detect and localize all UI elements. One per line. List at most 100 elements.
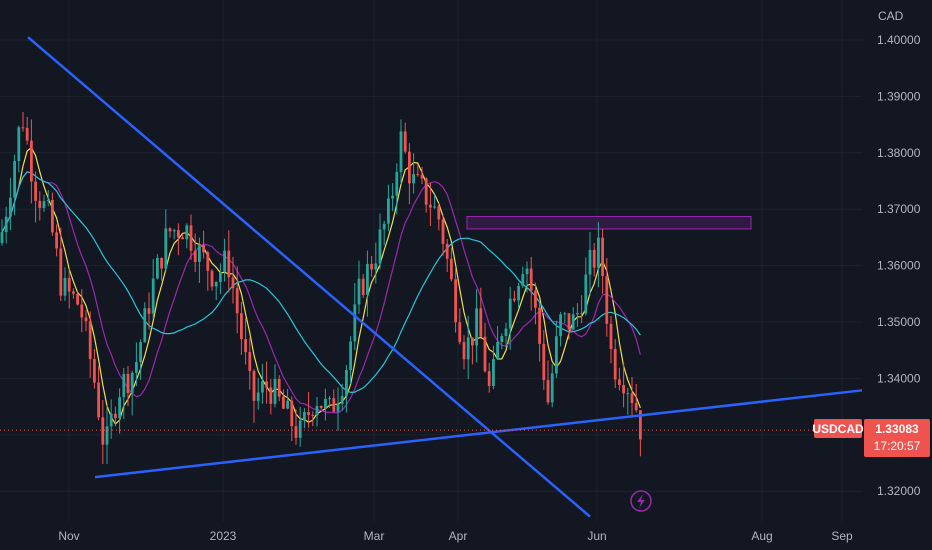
candle-body — [51, 199, 54, 233]
candle-body — [76, 293, 79, 305]
candle-body — [450, 258, 453, 280]
candle-body — [433, 206, 436, 208]
candle-body — [0, 232, 4, 244]
candle-body — [567, 313, 571, 330]
candle-body — [618, 379, 621, 385]
price-tick: 1.36000 — [877, 259, 921, 273]
candle-body — [479, 308, 483, 337]
candle-body — [408, 151, 411, 184]
candle-body — [399, 131, 403, 173]
candle-body — [529, 268, 533, 291]
candle-body — [84, 317, 88, 322]
candle-body — [437, 206, 441, 220]
candle-body — [391, 195, 394, 199]
candle-body — [198, 245, 201, 262]
candle-body — [634, 402, 638, 411]
countdown-timer: 17:20:57 — [874, 439, 921, 453]
candle-body — [290, 400, 294, 427]
time-tick: Aug — [751, 529, 772, 543]
candle-body — [130, 372, 134, 394]
candle-body — [613, 349, 617, 380]
candle-body — [454, 279, 457, 323]
candle-body — [156, 257, 159, 279]
candle-body — [605, 276, 609, 324]
candle-body — [483, 336, 487, 372]
price-tick: 1.37000 — [877, 202, 921, 216]
candle-body — [441, 219, 445, 244]
candle-body — [424, 178, 428, 205]
candle-body — [597, 237, 600, 268]
candle-body — [609, 323, 613, 350]
candle-body — [357, 278, 361, 305]
candle-body — [361, 278, 365, 295]
last-price-badge[interactable]: USDCAD 1.33083 17:20:57 — [812, 419, 930, 457]
candle-body — [471, 337, 474, 346]
candle-body — [546, 380, 550, 403]
price-tick: 1.34000 — [877, 371, 921, 385]
candle-body — [429, 204, 432, 208]
candle-body — [307, 412, 310, 415]
time-tick: Jun — [587, 529, 606, 543]
candle-body — [622, 384, 625, 394]
candle-body — [248, 352, 252, 371]
candle-body — [80, 304, 84, 318]
candle-body — [336, 403, 340, 412]
candle-body — [458, 322, 462, 343]
candle-body — [30, 140, 33, 182]
trendlines[interactable] — [27, 36, 869, 518]
candle-body — [88, 321, 92, 359]
candle-body — [97, 382, 100, 418]
mid-ma — [1, 171, 641, 414]
candle-body — [525, 268, 529, 275]
candle-body — [382, 223, 386, 230]
candle-body — [500, 335, 504, 343]
candle-body — [219, 271, 222, 282]
candle-body — [374, 263, 378, 270]
lightning-icon[interactable] — [630, 490, 652, 512]
candle-body — [256, 392, 260, 401]
candle-body — [517, 285, 520, 301]
price-axis[interactable] — [862, 0, 932, 550]
time-tick: 2023 — [210, 529, 237, 543]
candle-body — [42, 201, 46, 208]
ascending-support[interactable] — [94, 388, 869, 479]
candle-body — [202, 245, 205, 253]
candle-body — [214, 281, 218, 287]
candle-body — [126, 373, 130, 394]
candle-body — [319, 406, 323, 409]
candle-body — [269, 387, 273, 404]
candle-body — [59, 248, 63, 296]
candle-body — [240, 313, 243, 340]
candle-body — [538, 307, 541, 344]
candle-body — [227, 250, 231, 278]
descending-resistance[interactable] — [27, 36, 591, 518]
candle-body — [445, 243, 449, 259]
candle-body — [580, 313, 583, 315]
candle-body — [496, 342, 499, 360]
candle-body — [265, 381, 268, 388]
candle-body — [185, 225, 189, 240]
candle-body — [101, 417, 105, 445]
candle-body — [563, 313, 567, 315]
candle-body — [324, 398, 327, 409]
candle-body — [277, 379, 281, 397]
candle-body — [559, 314, 562, 337]
candle-body — [353, 304, 357, 342]
currency-label: CAD — [878, 9, 904, 23]
candle-body — [17, 127, 21, 162]
candle-body — [534, 290, 537, 308]
candle-body — [403, 131, 407, 152]
candle-body — [189, 225, 193, 251]
candle-body — [630, 393, 634, 403]
resistance-zone[interactable] — [466, 216, 752, 230]
candle-body — [223, 250, 226, 272]
candle-body — [72, 291, 75, 294]
candle-body — [370, 263, 373, 270]
candle-body — [584, 274, 588, 314]
fast-ma — [1, 146, 641, 425]
candle-body — [328, 398, 331, 400]
time-tick: Mar — [364, 529, 385, 543]
candle-body — [177, 230, 180, 238]
price-tick: 1.39000 — [877, 89, 921, 103]
